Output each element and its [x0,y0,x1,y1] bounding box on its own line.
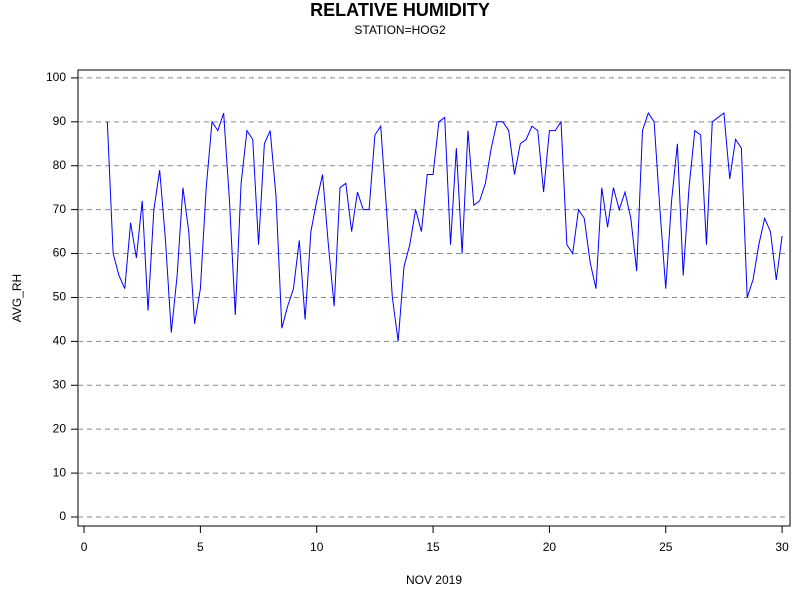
x-tick-label: 10 [310,540,324,554]
x-tick-label: 5 [197,540,204,554]
x-tick-label: 20 [543,540,557,554]
x-tick-label: 15 [426,540,440,554]
y-tick-label: 70 [53,202,67,216]
x-tick-label: 0 [81,540,88,554]
y-axis-label: AVG_RH [10,274,24,322]
y-tick-label: 80 [53,158,67,172]
data-line [106,111,783,342]
y-tick-label: 30 [53,377,67,391]
y-tick-label: 0 [59,509,66,523]
x-tick-label: 25 [659,540,673,554]
plot-frame [77,69,791,527]
x-tick-label: 30 [775,540,789,554]
x-axis-label: NOV 2019 [406,573,462,587]
y-tick-label: 50 [53,290,67,304]
y-tick-label: 20 [53,421,67,435]
chart-subtitle: STATION=HOG2 [354,23,446,37]
y-tick-label: 90 [53,114,67,128]
chart-title: RELATIVE HUMIDITY [310,0,490,20]
y-tick-label: 60 [53,246,67,260]
y-tick-label: 40 [53,334,67,348]
y-tick-label: 100 [46,70,66,84]
y-tick-label: 10 [53,465,67,479]
